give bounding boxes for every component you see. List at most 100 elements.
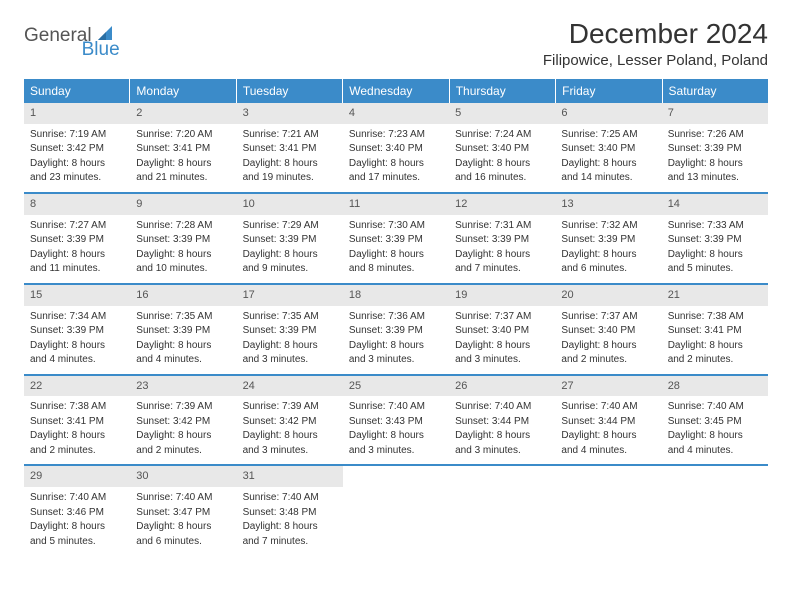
day-body: Sunrise: 7:37 AMSunset: 3:40 PMDaylight:… bbox=[555, 306, 661, 374]
daylight-text: and 3 minutes. bbox=[455, 444, 549, 458]
sunset-text: Sunset: 3:44 PM bbox=[455, 415, 549, 429]
day-body: Sunrise: 7:20 AMSunset: 3:41 PMDaylight:… bbox=[130, 124, 236, 192]
sunset-text: Sunset: 3:39 PM bbox=[668, 233, 762, 247]
daylight-text: and 17 minutes. bbox=[349, 171, 443, 185]
day-number: 19 bbox=[449, 285, 555, 306]
day-body: Sunrise: 7:19 AMSunset: 3:42 PMDaylight:… bbox=[24, 124, 130, 192]
day-header: Wednesday bbox=[343, 79, 449, 103]
day-body: Sunrise: 7:24 AMSunset: 3:40 PMDaylight:… bbox=[449, 124, 555, 192]
week-row: 29Sunrise: 7:40 AMSunset: 3:46 PMDayligh… bbox=[24, 466, 768, 555]
day-number: 16 bbox=[130, 285, 236, 306]
day-number: 31 bbox=[237, 466, 343, 487]
sunset-text: Sunset: 3:44 PM bbox=[561, 415, 655, 429]
day-body: Sunrise: 7:39 AMSunset: 3:42 PMDaylight:… bbox=[130, 396, 236, 464]
sunrise-text: Sunrise: 7:35 AM bbox=[136, 310, 230, 324]
sunrise-text: Sunrise: 7:24 AM bbox=[455, 128, 549, 142]
day-number: 9 bbox=[130, 194, 236, 215]
daylight-text: Daylight: 8 hours bbox=[30, 157, 124, 171]
day-body: Sunrise: 7:35 AMSunset: 3:39 PMDaylight:… bbox=[130, 306, 236, 374]
day-body: Sunrise: 7:40 AMSunset: 3:47 PMDaylight:… bbox=[130, 487, 236, 555]
day-number: 21 bbox=[662, 285, 768, 306]
day-cell: 3Sunrise: 7:21 AMSunset: 3:41 PMDaylight… bbox=[237, 103, 343, 192]
weeks-container: 1Sunrise: 7:19 AMSunset: 3:42 PMDaylight… bbox=[24, 103, 768, 555]
day-body: Sunrise: 7:35 AMSunset: 3:39 PMDaylight:… bbox=[237, 306, 343, 374]
sunset-text: Sunset: 3:40 PM bbox=[561, 142, 655, 156]
day-cell: 20Sunrise: 7:37 AMSunset: 3:40 PMDayligh… bbox=[555, 285, 661, 374]
day-body: Sunrise: 7:29 AMSunset: 3:39 PMDaylight:… bbox=[237, 215, 343, 283]
sunset-text: Sunset: 3:41 PM bbox=[243, 142, 337, 156]
sunrise-text: Sunrise: 7:29 AM bbox=[243, 219, 337, 233]
day-cell: 6Sunrise: 7:25 AMSunset: 3:40 PMDaylight… bbox=[555, 103, 661, 192]
sunrise-text: Sunrise: 7:30 AM bbox=[349, 219, 443, 233]
day-number: 22 bbox=[24, 376, 130, 397]
day-cell: 15Sunrise: 7:34 AMSunset: 3:39 PMDayligh… bbox=[24, 285, 130, 374]
day-number: 1 bbox=[24, 103, 130, 124]
day-cell: 13Sunrise: 7:32 AMSunset: 3:39 PMDayligh… bbox=[555, 194, 661, 283]
day-body: Sunrise: 7:40 AMSunset: 3:44 PMDaylight:… bbox=[555, 396, 661, 464]
day-cell: 25Sunrise: 7:40 AMSunset: 3:43 PMDayligh… bbox=[343, 376, 449, 465]
daylight-text: and 6 minutes. bbox=[561, 262, 655, 276]
sunrise-text: Sunrise: 7:39 AM bbox=[243, 400, 337, 414]
daylight-text: Daylight: 8 hours bbox=[561, 248, 655, 262]
day-cell: 21Sunrise: 7:38 AMSunset: 3:41 PMDayligh… bbox=[662, 285, 768, 374]
day-header: Thursday bbox=[450, 79, 556, 103]
sunrise-text: Sunrise: 7:37 AM bbox=[561, 310, 655, 324]
day-body: Sunrise: 7:33 AMSunset: 3:39 PMDaylight:… bbox=[662, 215, 768, 283]
day-header: Monday bbox=[130, 79, 236, 103]
daylight-text: Daylight: 8 hours bbox=[561, 157, 655, 171]
daylight-text: and 2 minutes. bbox=[668, 353, 762, 367]
logo: General Blue bbox=[24, 18, 156, 47]
day-body: Sunrise: 7:36 AMSunset: 3:39 PMDaylight:… bbox=[343, 306, 449, 374]
day-number: 11 bbox=[343, 194, 449, 215]
day-number: 18 bbox=[343, 285, 449, 306]
sunset-text: Sunset: 3:47 PM bbox=[136, 506, 230, 520]
sunset-text: Sunset: 3:41 PM bbox=[30, 415, 124, 429]
day-number: 8 bbox=[24, 194, 130, 215]
day-number: 26 bbox=[449, 376, 555, 397]
daylight-text: and 2 minutes. bbox=[136, 444, 230, 458]
daylight-text: Daylight: 8 hours bbox=[455, 157, 549, 171]
day-cell: 29Sunrise: 7:40 AMSunset: 3:46 PMDayligh… bbox=[24, 466, 130, 555]
empty-cell bbox=[555, 466, 661, 555]
day-number: 6 bbox=[555, 103, 661, 124]
daylight-text: Daylight: 8 hours bbox=[455, 248, 549, 262]
sunrise-text: Sunrise: 7:28 AM bbox=[136, 219, 230, 233]
sunset-text: Sunset: 3:39 PM bbox=[668, 142, 762, 156]
daylight-text: Daylight: 8 hours bbox=[668, 157, 762, 171]
sunrise-text: Sunrise: 7:23 AM bbox=[349, 128, 443, 142]
day-cell: 31Sunrise: 7:40 AMSunset: 3:48 PMDayligh… bbox=[237, 466, 343, 555]
day-number: 27 bbox=[555, 376, 661, 397]
daylight-text: and 5 minutes. bbox=[30, 535, 124, 549]
day-number: 24 bbox=[237, 376, 343, 397]
day-cell: 11Sunrise: 7:30 AMSunset: 3:39 PMDayligh… bbox=[343, 194, 449, 283]
day-cell: 22Sunrise: 7:38 AMSunset: 3:41 PMDayligh… bbox=[24, 376, 130, 465]
daylight-text: Daylight: 8 hours bbox=[668, 248, 762, 262]
daylight-text: Daylight: 8 hours bbox=[668, 429, 762, 443]
title-block: December 2024 Filipowice, Lesser Poland,… bbox=[543, 18, 768, 69]
day-number: 12 bbox=[449, 194, 555, 215]
daylight-text: Daylight: 8 hours bbox=[136, 520, 230, 534]
sunset-text: Sunset: 3:39 PM bbox=[30, 324, 124, 338]
sunrise-text: Sunrise: 7:20 AM bbox=[136, 128, 230, 142]
daylight-text: Daylight: 8 hours bbox=[30, 429, 124, 443]
daylight-text: and 2 minutes. bbox=[30, 444, 124, 458]
day-number: 14 bbox=[662, 194, 768, 215]
sunset-text: Sunset: 3:39 PM bbox=[30, 233, 124, 247]
sunrise-text: Sunrise: 7:31 AM bbox=[455, 219, 549, 233]
sunrise-text: Sunrise: 7:40 AM bbox=[349, 400, 443, 414]
day-body: Sunrise: 7:39 AMSunset: 3:42 PMDaylight:… bbox=[237, 396, 343, 464]
day-cell: 12Sunrise: 7:31 AMSunset: 3:39 PMDayligh… bbox=[449, 194, 555, 283]
day-body: Sunrise: 7:38 AMSunset: 3:41 PMDaylight:… bbox=[662, 306, 768, 374]
daylight-text: and 8 minutes. bbox=[349, 262, 443, 276]
day-number: 17 bbox=[237, 285, 343, 306]
daylight-text: and 19 minutes. bbox=[243, 171, 337, 185]
day-cell: 30Sunrise: 7:40 AMSunset: 3:47 PMDayligh… bbox=[130, 466, 236, 555]
sunrise-text: Sunrise: 7:38 AM bbox=[668, 310, 762, 324]
day-number: 3 bbox=[237, 103, 343, 124]
empty-cell bbox=[662, 466, 768, 555]
day-number: 15 bbox=[24, 285, 130, 306]
day-body: Sunrise: 7:27 AMSunset: 3:39 PMDaylight:… bbox=[24, 215, 130, 283]
daylight-text: and 23 minutes. bbox=[30, 171, 124, 185]
day-body: Sunrise: 7:40 AMSunset: 3:44 PMDaylight:… bbox=[449, 396, 555, 464]
daylight-text: Daylight: 8 hours bbox=[30, 339, 124, 353]
